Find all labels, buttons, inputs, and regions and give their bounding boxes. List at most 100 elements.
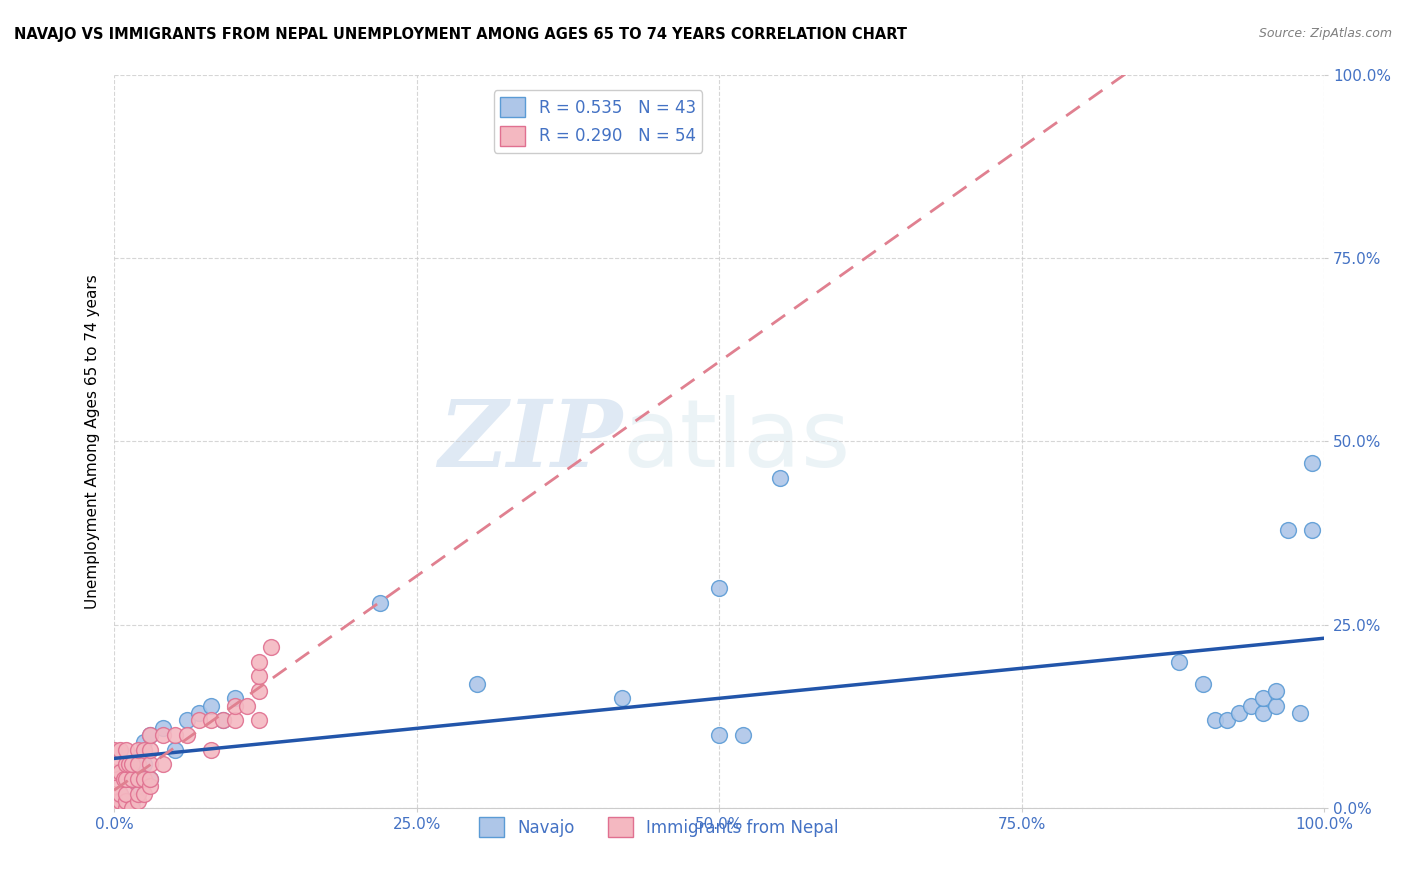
Point [139, 772, 162, 786]
Point [110, 787, 132, 801]
Point [121, 757, 143, 772]
Point [103, 743, 125, 757]
Point [115, 772, 138, 786]
Point [115, 794, 138, 808]
Point [1277, 523, 1299, 537]
Point [247, 714, 270, 728]
Point [247, 669, 270, 683]
Point [127, 772, 149, 786]
Point [112, 772, 135, 786]
Point [110, 794, 132, 808]
Point [152, 728, 174, 742]
Point [1301, 523, 1323, 537]
Point [1240, 698, 1263, 713]
Point [1204, 714, 1226, 728]
Point [152, 757, 174, 772]
Point [139, 757, 162, 772]
Point [187, 706, 209, 720]
Point [103, 787, 125, 801]
Point [1227, 706, 1250, 720]
Text: NAVAJO VS IMMIGRANTS FROM NEPAL UNEMPLOYMENT AMONG AGES 65 TO 74 YEARS CORRELATI: NAVAJO VS IMMIGRANTS FROM NEPAL UNEMPLOY… [14, 27, 907, 42]
Point [139, 743, 162, 757]
Point [118, 801, 141, 815]
Point [465, 676, 488, 690]
Point [247, 684, 270, 698]
Point [103, 757, 125, 772]
Point [115, 794, 138, 808]
Point [118, 757, 141, 772]
Point [127, 750, 149, 764]
Point [121, 801, 143, 815]
Point [176, 714, 198, 728]
Point [260, 640, 283, 654]
Point [134, 743, 156, 757]
Text: ZIP: ZIP [439, 396, 623, 486]
Point [733, 728, 755, 742]
Point [121, 794, 143, 808]
Point [1216, 714, 1239, 728]
Point [236, 698, 259, 713]
Point [200, 698, 222, 713]
Y-axis label: Unemployment Among Ages 65 to 74 years: Unemployment Among Ages 65 to 74 years [86, 274, 100, 609]
Point [707, 581, 730, 595]
Point [110, 801, 132, 815]
Point [115, 757, 138, 772]
Point [134, 735, 156, 749]
Point [115, 787, 138, 801]
Point [103, 801, 125, 815]
Point [139, 780, 162, 794]
Point [1253, 706, 1275, 720]
Point [127, 743, 149, 757]
Point [224, 698, 246, 713]
Legend: Navajo, Immigrants from Nepal: Navajo, Immigrants from Nepal [472, 811, 845, 844]
Point [1167, 655, 1189, 669]
Point [134, 772, 156, 786]
Point [163, 743, 186, 757]
Point [163, 728, 186, 742]
Point [224, 691, 246, 706]
Point [110, 787, 132, 801]
Point [127, 794, 149, 808]
Point [103, 801, 125, 815]
Point [110, 801, 132, 815]
Point [115, 801, 138, 815]
Point [612, 691, 634, 706]
Point [1288, 706, 1310, 720]
Point [200, 743, 222, 757]
Point [224, 714, 246, 728]
Point [1264, 698, 1286, 713]
Point [176, 728, 198, 742]
Point [247, 655, 270, 669]
Point [127, 787, 149, 801]
Point [139, 728, 162, 742]
Point [112, 801, 135, 815]
Point [127, 757, 149, 772]
Point [103, 780, 125, 794]
Point [134, 757, 156, 772]
Point [103, 801, 125, 815]
Point [121, 764, 143, 779]
Text: atlas: atlas [623, 395, 851, 488]
Point [139, 728, 162, 742]
Point [212, 714, 235, 728]
Point [110, 764, 132, 779]
Point [370, 596, 392, 610]
Point [115, 801, 138, 815]
Point [103, 794, 125, 808]
Point [103, 764, 125, 779]
Point [134, 787, 156, 801]
Point [139, 772, 162, 786]
Point [200, 714, 222, 728]
Point [110, 743, 132, 757]
Point [1192, 676, 1215, 690]
Point [1253, 691, 1275, 706]
Point [768, 471, 790, 485]
Point [115, 743, 138, 757]
Point [187, 714, 209, 728]
Point [152, 721, 174, 735]
Point [121, 772, 143, 786]
Point [707, 728, 730, 742]
Point [127, 780, 149, 794]
Point [1264, 684, 1286, 698]
Point [115, 794, 138, 808]
